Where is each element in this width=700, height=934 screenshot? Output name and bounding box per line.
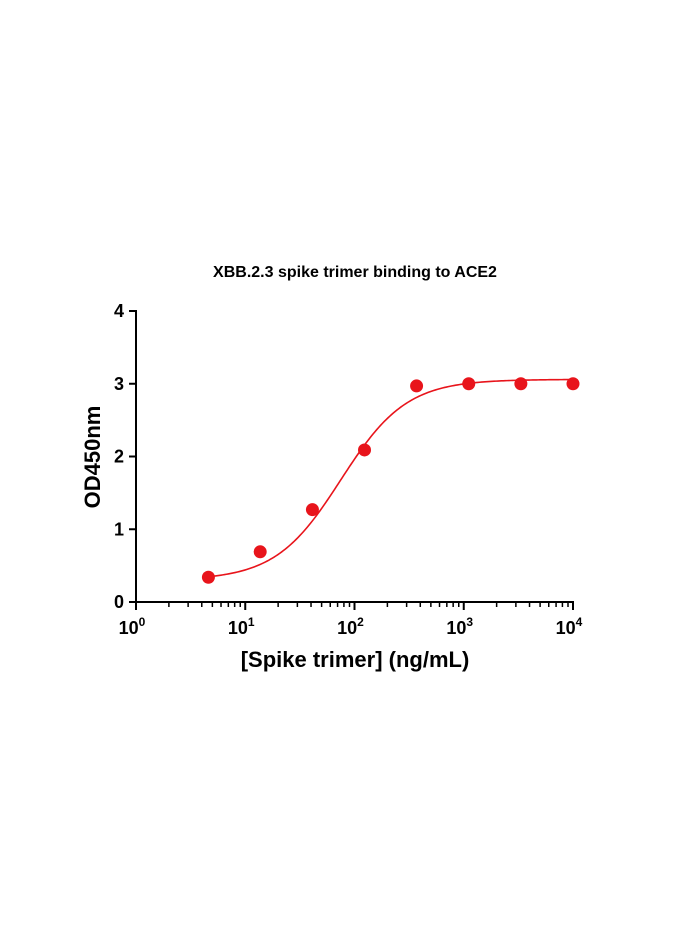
y-tick-label: 2 [114, 447, 124, 467]
data-point [566, 377, 580, 391]
data-point [410, 379, 424, 393]
y-axis-label: OD450nm [80, 406, 105, 509]
x-tick-label: 100 [119, 615, 146, 638]
fit-curve [206, 378, 574, 578]
data-point [358, 443, 372, 457]
y-tick-label: 1 [114, 519, 124, 539]
x-tick-label: 104 [556, 615, 583, 638]
x-axis-label: [Spike trimer] (ng/mL) [241, 647, 470, 672]
data-point [514, 377, 528, 391]
x-tick-label: 103 [446, 615, 473, 638]
data-point [462, 377, 476, 391]
y-tick-label: 3 [114, 374, 124, 394]
chart-title: XBB.2.3 spike trimer binding to ACE2 [213, 264, 497, 281]
y-tick-label: 4 [114, 301, 124, 321]
y-tick-label: 0 [114, 592, 124, 612]
plot-area: 0 1 2 3 4 100 101 102 103 104 [114, 301, 583, 638]
x-tick-label: 102 [337, 615, 364, 638]
data-point [305, 503, 319, 517]
data-point [253, 545, 267, 559]
x-tick-label: 101 [228, 615, 255, 638]
data-point [201, 570, 215, 584]
